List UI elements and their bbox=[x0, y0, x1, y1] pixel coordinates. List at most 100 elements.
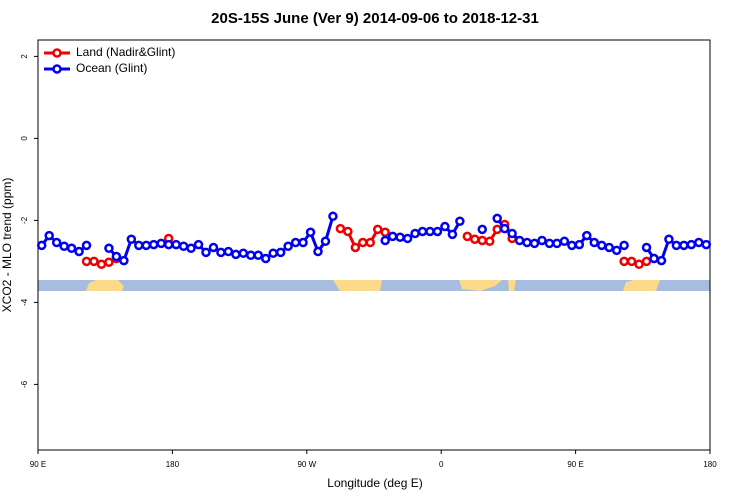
data-point bbox=[171, 239, 181, 250]
data-point bbox=[484, 236, 495, 247]
data-point bbox=[343, 226, 353, 237]
data-point bbox=[425, 226, 435, 237]
legend-label: Land (Nadir&Glint) bbox=[76, 45, 175, 59]
data-point bbox=[119, 255, 129, 266]
data-point bbox=[611, 245, 622, 256]
data-point bbox=[589, 237, 600, 248]
data-point bbox=[44, 230, 54, 241]
x-tick-label: 180 bbox=[166, 460, 180, 469]
data-point bbox=[567, 240, 577, 251]
y-tick-label: -4 bbox=[20, 298, 29, 306]
y-tick-label: 0 bbox=[20, 136, 29, 141]
data-point bbox=[96, 259, 107, 270]
surface-mask bbox=[38, 280, 710, 291]
data-point bbox=[477, 235, 488, 246]
data-point bbox=[656, 255, 667, 266]
data-point bbox=[223, 246, 234, 257]
data-point bbox=[694, 237, 704, 248]
data-point bbox=[395, 232, 405, 242]
data-point bbox=[358, 237, 368, 248]
data-point bbox=[350, 242, 361, 253]
data-point bbox=[470, 234, 480, 245]
data-point bbox=[679, 240, 689, 251]
data-point bbox=[664, 234, 674, 245]
x-tick-label: 90 W bbox=[297, 460, 316, 469]
y-axis-label: XCO2 - MLO trend (ppm) bbox=[0, 178, 14, 313]
data-point bbox=[455, 216, 465, 226]
data-point bbox=[178, 241, 189, 251]
land-patch bbox=[86, 280, 124, 291]
data-point bbox=[634, 259, 644, 270]
data-point bbox=[499, 223, 510, 234]
x-tick-label: 90 E bbox=[30, 460, 46, 469]
data-point bbox=[275, 247, 286, 258]
data-point bbox=[462, 231, 473, 242]
y-tick-label: -6 bbox=[20, 380, 29, 388]
data-point bbox=[641, 242, 652, 253]
data-point bbox=[111, 251, 122, 262]
data-point bbox=[238, 248, 249, 258]
data-point bbox=[186, 243, 196, 254]
data-point bbox=[156, 238, 166, 249]
x-tick-label: 0 bbox=[439, 460, 444, 469]
data-point bbox=[544, 238, 555, 249]
data-point bbox=[619, 240, 629, 251]
data-point bbox=[492, 224, 502, 235]
land-patch bbox=[508, 280, 516, 291]
y-tick-label: 2 bbox=[20, 54, 29, 59]
data-point bbox=[686, 239, 697, 250]
data-point bbox=[529, 238, 540, 249]
data-point bbox=[59, 241, 69, 251]
data-point bbox=[507, 228, 517, 239]
data-point bbox=[559, 236, 570, 247]
data-point bbox=[193, 239, 204, 250]
data-point bbox=[328, 211, 338, 222]
data-point bbox=[201, 247, 211, 258]
data-point bbox=[66, 243, 77, 254]
data-point bbox=[89, 256, 99, 267]
data-point bbox=[335, 223, 346, 234]
data-point bbox=[432, 226, 443, 237]
data-point bbox=[582, 230, 592, 241]
x-tick-label: 180 bbox=[703, 460, 717, 469]
data-point bbox=[148, 239, 159, 250]
data-point bbox=[320, 236, 331, 247]
data-point bbox=[492, 213, 502, 224]
data-point bbox=[283, 241, 293, 251]
data-point bbox=[649, 253, 659, 264]
data-point bbox=[440, 221, 450, 232]
data-point bbox=[402, 233, 413, 244]
data-point bbox=[305, 227, 316, 238]
data-point bbox=[253, 250, 264, 260]
data-point bbox=[51, 237, 62, 248]
land-patch bbox=[459, 280, 502, 291]
data-point bbox=[626, 256, 637, 267]
data-point bbox=[81, 240, 92, 251]
data-point bbox=[246, 250, 256, 260]
legend-marker bbox=[52, 64, 62, 74]
x-tick-label: 90 E bbox=[567, 460, 583, 469]
data-point bbox=[104, 243, 114, 254]
data-point bbox=[447, 229, 458, 240]
data-point bbox=[671, 240, 682, 251]
data-point bbox=[141, 240, 152, 251]
data-point bbox=[380, 227, 390, 238]
data-point bbox=[552, 238, 562, 249]
data-point bbox=[365, 237, 376, 248]
legend-label: Ocean (Glint) bbox=[76, 61, 147, 75]
data-point bbox=[537, 235, 547, 246]
data-point bbox=[522, 237, 532, 248]
data-point bbox=[641, 256, 652, 267]
data-point bbox=[74, 246, 84, 257]
data-point bbox=[216, 247, 226, 258]
land-patch bbox=[333, 280, 382, 291]
data-point bbox=[81, 256, 92, 267]
data-point bbox=[313, 246, 323, 257]
data-point bbox=[372, 224, 383, 235]
data-point bbox=[36, 240, 47, 251]
data-point bbox=[574, 239, 585, 250]
data-point bbox=[387, 231, 398, 242]
legend-marker bbox=[52, 48, 62, 58]
